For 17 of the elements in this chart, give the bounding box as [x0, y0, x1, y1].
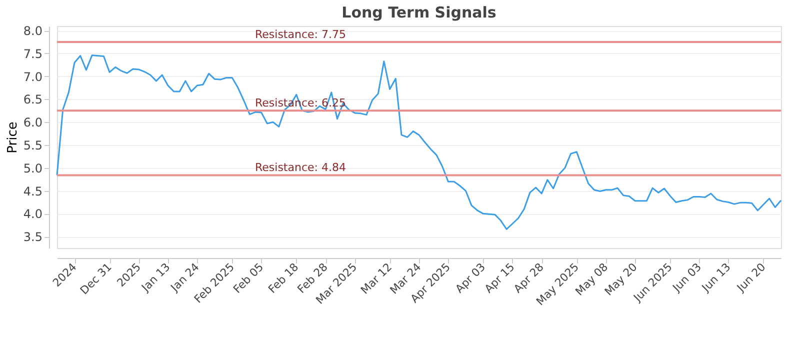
ref-line-label: Resistance: 4.84 — [255, 161, 346, 174]
y-tick-label: 4.0 — [23, 207, 42, 222]
y-tick-label: 5.5 — [23, 138, 42, 153]
y-tick-label: 5.0 — [23, 161, 42, 176]
x-tick-label: Jun 20 — [734, 260, 768, 295]
y-tick-label: 7.0 — [23, 70, 42, 84]
line-series — [56, 54, 782, 230]
y-tick-label: 6.5 — [23, 92, 42, 107]
y-tick-label: 3.5 — [23, 230, 42, 244]
y-tick-label: 4.5 — [23, 184, 42, 198]
y-tick-label: 6.0 — [23, 116, 42, 130]
y-tick-label: 7.5 — [23, 46, 42, 61]
ref-line-label: Resistance: 7.75 — [255, 28, 346, 42]
y-axis-title: Price — [5, 122, 20, 154]
x-tick-label: Dec 31 — [78, 260, 114, 298]
chart-title: Long Term Signals — [342, 4, 496, 22]
y-tick-label: 8.0 — [23, 24, 42, 38]
